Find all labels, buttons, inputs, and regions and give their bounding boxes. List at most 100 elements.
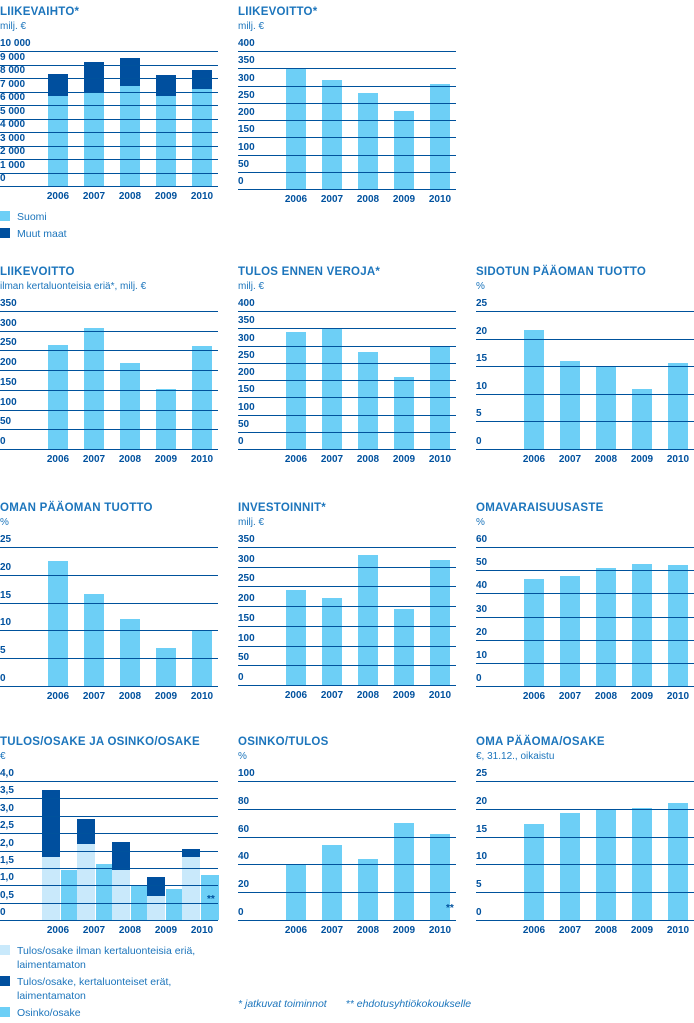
x-tick-label: 2008 xyxy=(594,454,618,465)
y-tick-label: 20 xyxy=(0,561,12,573)
legend-label: Muut maat xyxy=(17,228,67,240)
x-tick-label: 2007 xyxy=(320,690,344,701)
chart-investoinnit: INVESTOINNIT* milj. € 350 300 250 200 150 100… xyxy=(238,500,456,701)
y-tick-label: 0 xyxy=(476,436,482,447)
legend-swatch-icon xyxy=(0,976,10,986)
legend-label: Osinko/osake xyxy=(17,1007,81,1019)
chart-title: INVESTOINNIT* xyxy=(238,502,327,514)
x-tick-label: 2007 xyxy=(558,925,582,936)
chart-title: SIDOTUN PÄÄOMAN TUOTTO xyxy=(476,266,647,278)
chart-title: TULOS ENNEN VEROJA* xyxy=(238,266,381,278)
x-tick-label: 2010 xyxy=(666,925,690,936)
bar-2006-segment-0 xyxy=(48,560,68,686)
chart-subtitle: €, 31.12., oikaistu xyxy=(476,751,555,762)
bar-2010-segment-0 xyxy=(192,89,212,186)
gridline xyxy=(238,920,456,921)
bar-2008-segment-0 xyxy=(596,567,616,686)
bar-2009-segment-0 xyxy=(632,563,652,686)
chart-title: OMAN PÄÄOMAN TUOTTO xyxy=(0,502,153,514)
gridline xyxy=(0,186,218,187)
gridline xyxy=(0,429,218,431)
gridline xyxy=(238,808,456,810)
gridline xyxy=(0,630,218,632)
gridline xyxy=(476,393,694,395)
chart-subtitle: % xyxy=(476,517,485,528)
gridline xyxy=(238,397,456,399)
x-tick-label: 2006 xyxy=(284,454,308,465)
y-tick-label: 150 xyxy=(0,376,17,388)
gridline xyxy=(476,920,694,921)
plot-area: 60 50 40 30 20 10 0 2006 2007 2008 2009 2010 xyxy=(476,534,694,702)
plot-area: 400 350 300 250 200 150 100 50 0 2006 2007 2008 2009… xyxy=(238,298,456,465)
gridline xyxy=(238,380,456,381)
y-tick-label: 250 xyxy=(0,337,17,349)
y-tick-label: 15 xyxy=(476,353,488,365)
footnotes: * jatkuvat toiminnot ** ehdotusyhtiökoko… xyxy=(238,998,471,1010)
bar-2007-segment-0 xyxy=(322,329,342,449)
gridline xyxy=(0,389,218,391)
gridline xyxy=(238,606,456,608)
gridline xyxy=(238,625,456,627)
plot-area: 25 20 15 10 5 0 2006 2007 2008 2009 2010 xyxy=(476,298,694,465)
gridline xyxy=(238,68,456,70)
x-tick-label: 2009 xyxy=(630,925,654,936)
chart-title: LIIKEVOITTO xyxy=(0,266,75,278)
x-tick-label: 2010 xyxy=(666,691,690,702)
y-tick-label: 200 xyxy=(238,593,255,605)
y-tick-label: 150 xyxy=(238,124,255,136)
bar-2006-segment-0 xyxy=(42,857,60,920)
chart-liikevaihto: LIIKEVAIHTO* milj. € 10 000 9 000 8 000 7 0… xyxy=(0,4,218,244)
bar-2010-segment-0 xyxy=(430,560,450,685)
y-tick-label: 350 xyxy=(238,534,255,545)
y-tick-label: 20 xyxy=(476,325,488,337)
y-tick-label: 50 xyxy=(238,418,250,430)
gridline xyxy=(0,798,218,800)
y-tick-label: 300 xyxy=(238,553,255,565)
bar-2010-segment-0 xyxy=(668,564,688,686)
chart-tulos-osake-ja-osinko-osake: TULOS/OSAKE JA OSINKO/OSAKE € 4,0 3,5 3,0 2… xyxy=(0,734,219,1023)
x-tick-label: 2007 xyxy=(320,454,344,465)
y-tick-label: 0 xyxy=(238,907,244,918)
plot-area: 100 80 60 40 20 0 2006 2007 2008 2009 2010 ** xyxy=(238,768,456,936)
gridline xyxy=(476,311,694,312)
y-tick-label: 250 xyxy=(238,89,255,101)
legend-label: Tulos/osake ilman kertaluonteisia eriä, … xyxy=(17,945,196,971)
bar-2006-segment-0 xyxy=(524,330,544,449)
gridline xyxy=(476,836,694,838)
y-tick-label: 0 xyxy=(238,176,244,187)
gridline xyxy=(0,91,218,93)
gridline xyxy=(476,338,694,340)
gridline xyxy=(238,864,456,866)
y-tick-label: 0 xyxy=(476,907,482,918)
y-tick-label: 200 xyxy=(0,357,17,369)
x-tick-label: 2007 xyxy=(82,691,106,702)
gridline xyxy=(476,366,694,368)
y-tick-label: 350 xyxy=(238,55,255,67)
bar-2009-segment-0 xyxy=(394,111,414,189)
gridline xyxy=(0,145,218,147)
bar-2008-segment-0 xyxy=(120,618,140,686)
bar-2007-segment-0 xyxy=(77,843,95,920)
gridline xyxy=(238,586,456,588)
plot-area: 350 300 250 200 150 100 50 0 2006 2007 2008 2009 201… xyxy=(238,534,456,701)
x-tick-label: 2008 xyxy=(118,454,142,465)
x-tick-label: 2007 xyxy=(320,194,344,205)
chart-title: LIIKEVAIHTO* xyxy=(0,6,80,18)
y-tick-label: 50 xyxy=(476,557,488,569)
bar-2010-segment-0 xyxy=(430,83,450,189)
y-tick-label: 8 000 xyxy=(0,65,26,76)
gridline xyxy=(238,120,456,121)
bar-2010-segment-1 xyxy=(182,848,200,858)
legend-item: Tulos/osake ilman kertaluonteisia eriä, … xyxy=(0,944,218,972)
gridline xyxy=(0,885,218,887)
x-tick-label: 2010 xyxy=(190,691,214,702)
gridline xyxy=(0,781,218,782)
gridline xyxy=(0,330,218,332)
gridline xyxy=(476,616,694,618)
y-tick-label: 6 000 xyxy=(0,92,26,103)
y-tick-label: 200 xyxy=(238,107,255,118)
gridline xyxy=(238,171,456,173)
bar-2009-segment-0 xyxy=(394,376,414,449)
y-tick-label: 100 xyxy=(238,141,255,153)
plot-area: 400 350 300 250 200 150 100 50 0 2006 2007 2008 2009… xyxy=(238,38,456,205)
